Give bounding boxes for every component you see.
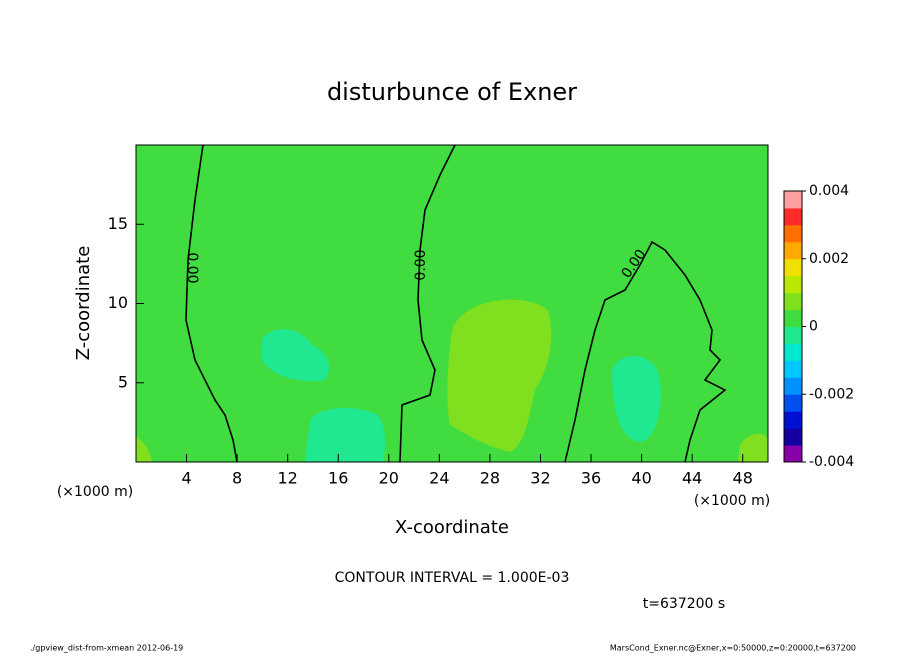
y-tick-label: 15 <box>108 214 128 233</box>
contour-line <box>399 144 456 463</box>
x-tick-label: 16 <box>328 469 348 488</box>
x-tick-label: 8 <box>232 469 242 488</box>
colorbar-tick-label: 0.004 <box>809 183 849 199</box>
colorbar-tick-label: 0 <box>809 319 818 335</box>
x-tick-label: 48 <box>733 469 753 488</box>
colorbar-swatch <box>784 377 802 395</box>
colorbar-swatch <box>784 191 802 209</box>
colorbar-swatch <box>784 411 802 429</box>
x-tick-label: 12 <box>278 469 298 488</box>
y-tick-label: 10 <box>108 293 128 312</box>
colorbar-swatch <box>784 309 802 327</box>
colorbar-swatch <box>784 275 802 294</box>
colorbar-swatch <box>784 241 802 260</box>
chart-title: disturbunce of Exner <box>327 78 577 106</box>
x-tick-label: 36 <box>581 469 601 488</box>
colorbar-swatch <box>784 360 802 378</box>
contour-line <box>185 144 238 463</box>
x-tick-label: 32 <box>530 469 550 488</box>
y-unit: (×1000 m) <box>57 484 133 500</box>
field-region <box>136 435 152 462</box>
x-unit: (×1000 m) <box>694 493 770 509</box>
colorbar-swatch <box>784 258 802 277</box>
y-axis-label: Z-coordinate <box>73 246 94 361</box>
contour-label: 0.00 <box>413 249 429 280</box>
time-label: t=637200 s <box>643 596 725 612</box>
colorbar-swatch <box>784 394 802 412</box>
field-region <box>738 433 768 462</box>
footer-right: MarsCond_Exner.nc@Exner,x=0:50000,z=0:20… <box>610 644 856 653</box>
x-tick-label: 28 <box>480 469 500 488</box>
colorbar-swatch <box>784 428 802 446</box>
contour-label: 0.00 <box>184 252 200 283</box>
x-tick-label: 40 <box>631 469 651 488</box>
colorbar-swatch <box>784 343 802 361</box>
contour-line <box>564 240 727 463</box>
colorbar-tick-label: 0.002 <box>809 251 849 267</box>
footer-left: ./gpview_dist-from-xmean 2012-06-19 <box>30 644 183 653</box>
contour-interval: CONTOUR INTERVAL = 1.000E-03 <box>335 570 570 586</box>
colorbar-swatch <box>784 207 802 226</box>
x-tick-label: 20 <box>379 469 399 488</box>
field-region <box>305 408 386 462</box>
colorbar-swatch <box>784 224 802 243</box>
field-region <box>447 299 552 452</box>
field-region <box>612 355 661 442</box>
colorbar-swatch <box>784 445 802 463</box>
colorbar-tick-label: -0.002 <box>809 386 854 402</box>
y-tick-label: 5 <box>118 372 128 391</box>
colorbar-swatch <box>784 292 802 311</box>
x-tick-label: 44 <box>682 469 702 488</box>
x-tick-label: 24 <box>429 469 449 488</box>
field-region <box>262 329 330 382</box>
x-tick-label: 4 <box>181 469 191 488</box>
x-axis-label: X-coordinate <box>395 517 509 538</box>
colorbar-swatch <box>784 326 802 344</box>
colorbar-tick-label: -0.004 <box>809 454 854 470</box>
